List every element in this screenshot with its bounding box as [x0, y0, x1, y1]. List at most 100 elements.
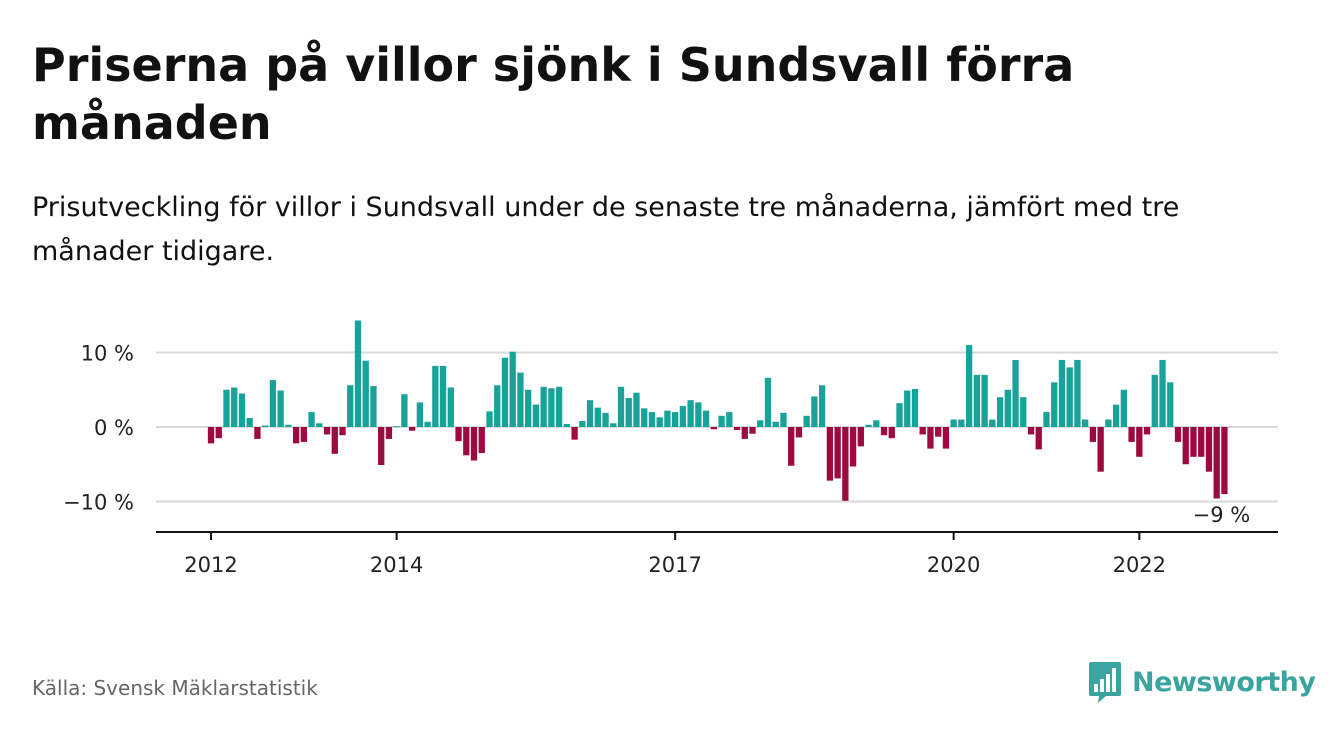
bar — [1051, 382, 1058, 427]
bar — [849, 427, 857, 467]
bar — [1205, 427, 1213, 472]
bar — [408, 427, 416, 431]
y-axis: 10 % 0 % −10 % — [63, 342, 134, 515]
bar — [679, 406, 687, 427]
bar — [617, 386, 625, 427]
bar — [424, 421, 431, 427]
bar-chart: 10 % 0 % −10 % 2012 2014 2017 2020 2022 −9 % — [63, 320, 1278, 577]
bar — [354, 320, 362, 427]
bar — [362, 360, 369, 427]
brand-name: Newsworthy — [1132, 666, 1316, 698]
bar — [494, 385, 501, 427]
bar — [555, 386, 563, 427]
bar — [401, 394, 408, 427]
x-axis: 2012 2014 2017 2020 2022 — [156, 531, 1278, 577]
bar — [641, 408, 648, 428]
bar — [1020, 397, 1027, 427]
bar — [1082, 419, 1089, 427]
bar — [1089, 427, 1097, 442]
bar — [223, 389, 230, 427]
bar — [385, 427, 393, 439]
bar — [602, 412, 609, 427]
bar — [393, 426, 400, 428]
bar — [316, 423, 323, 428]
bar — [656, 417, 663, 427]
bar — [880, 427, 888, 436]
bar — [308, 412, 315, 427]
bar — [254, 427, 261, 439]
bar — [788, 427, 795, 466]
bar — [1043, 412, 1050, 427]
bar — [857, 427, 864, 447]
y-tick-label: −10 % — [63, 491, 134, 515]
bar — [1120, 389, 1127, 427]
last-value-label: −9 % — [1193, 503, 1251, 527]
bar — [1074, 359, 1081, 427]
bar — [733, 427, 741, 430]
y-tick-label: 10 % — [81, 342, 134, 366]
bar — [780, 412, 787, 427]
bar — [370, 386, 377, 428]
bar — [935, 427, 942, 437]
bar — [300, 427, 307, 442]
bar — [958, 419, 965, 427]
bar — [803, 415, 810, 428]
bar — [927, 427, 934, 449]
bar — [1035, 427, 1042, 450]
bar — [323, 427, 331, 435]
bar — [865, 424, 872, 427]
bar — [672, 412, 679, 427]
bar — [432, 365, 439, 427]
bar — [710, 427, 717, 430]
annotations: −9 % — [1193, 503, 1251, 527]
bar — [509, 351, 516, 427]
bar — [277, 390, 284, 428]
x-tick-label: 2022 — [1113, 553, 1166, 577]
bar — [1198, 427, 1205, 457]
bar — [579, 421, 586, 427]
bar — [378, 427, 385, 465]
bar — [919, 427, 926, 435]
bar — [1190, 427, 1197, 457]
bar — [1027, 427, 1035, 435]
bar — [1151, 374, 1158, 427]
bar — [594, 407, 601, 427]
bar — [215, 427, 222, 439]
bar — [470, 427, 478, 461]
bar — [687, 400, 694, 427]
bar — [741, 427, 748, 439]
bar — [540, 386, 547, 427]
chart-title: Priserna på villor sjönk i Sundsvall för… — [32, 38, 1075, 150]
bar — [981, 374, 988, 427]
bar — [610, 423, 617, 428]
bar — [1213, 427, 1220, 499]
bar — [1136, 427, 1143, 457]
bar — [1004, 389, 1011, 427]
bars — [207, 320, 1228, 501]
x-tick-label: 2012 — [184, 553, 237, 577]
source-note: Källa: Svensk Mäklarstatistik — [32, 676, 318, 700]
bar — [989, 419, 996, 427]
bar — [1128, 427, 1135, 442]
bar — [942, 427, 950, 449]
bar — [764, 377, 772, 427]
bar — [702, 410, 710, 427]
bar — [486, 411, 493, 428]
bar — [1058, 359, 1066, 427]
x-tick-label: 2020 — [927, 553, 980, 577]
bar — [339, 427, 346, 436]
bar — [1105, 419, 1112, 427]
bar — [347, 385, 354, 427]
bar — [525, 389, 532, 427]
bar — [563, 424, 571, 427]
bar — [1066, 367, 1073, 427]
bar — [795, 427, 803, 438]
bar — [1182, 427, 1189, 465]
bar — [625, 397, 632, 427]
bar — [463, 427, 470, 456]
bar — [586, 400, 594, 427]
bar — [292, 427, 300, 444]
bar — [238, 393, 246, 427]
bar — [1143, 427, 1151, 435]
bar — [331, 427, 338, 454]
